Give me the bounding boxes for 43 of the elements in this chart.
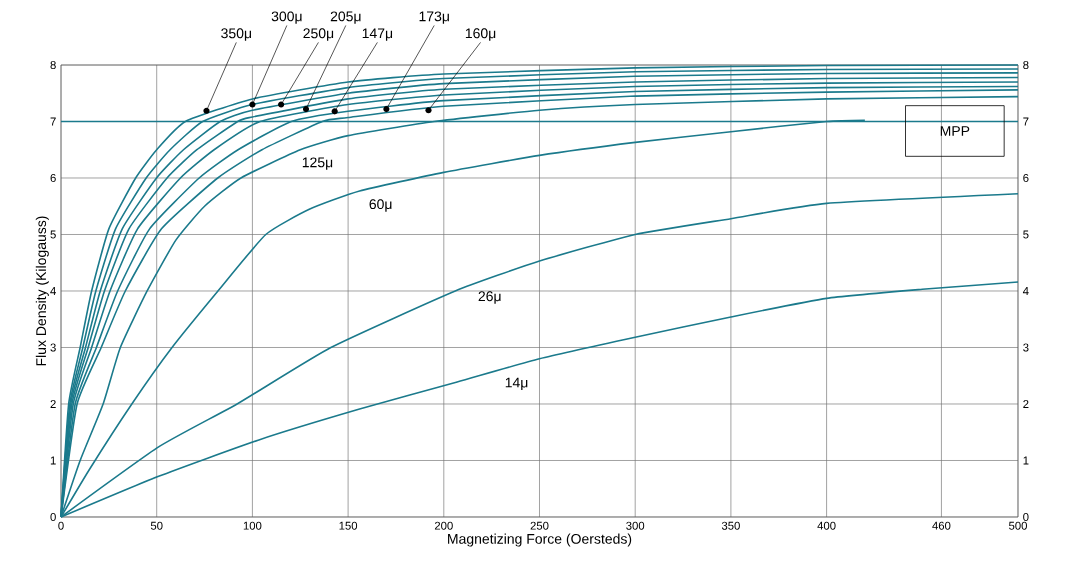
annotation: 160μ bbox=[465, 28, 496, 41]
x-tick-label: 400 bbox=[817, 521, 836, 530]
annotation: 14μ bbox=[505, 377, 528, 391]
y2-tick-label: 6 bbox=[1023, 174, 1029, 183]
y-tick-label: 3 bbox=[50, 343, 56, 352]
x-tick-label: 350 bbox=[721, 521, 740, 530]
x-tick-label: 500 bbox=[1008, 521, 1027, 530]
annotation: 125μ bbox=[302, 157, 333, 170]
annotation: 147μ bbox=[362, 28, 393, 41]
x-tick-label: 200 bbox=[434, 521, 453, 530]
y-tick-label: 8 bbox=[50, 61, 56, 70]
y2-tick-label: 2 bbox=[1023, 400, 1029, 408]
y2-tick-label: 1 bbox=[1023, 456, 1029, 465]
y2-tick-label: 4 bbox=[1022, 287, 1029, 295]
y2-tick-label: 0 bbox=[1023, 512, 1029, 521]
y-tick-label: 0 bbox=[50, 512, 56, 521]
y-tick-label: 5 bbox=[50, 230, 56, 239]
annotation: 60μ bbox=[369, 199, 392, 212]
x-tick-label: 50 bbox=[150, 521, 163, 530]
x-tick-label: 100 bbox=[243, 521, 262, 530]
y-tick-label: 6 bbox=[50, 174, 56, 183]
y-tick-label: 2 bbox=[50, 400, 56, 408]
x-tick-label: 300 bbox=[626, 521, 645, 530]
y-tick-label: 1 bbox=[50, 456, 56, 465]
annotation: MPP bbox=[940, 126, 970, 136]
y-axis-title: Flux Density (Kilogauss) bbox=[35, 216, 49, 366]
annotation: 350μ bbox=[221, 28, 251, 41]
x-tick-label: 250 bbox=[530, 521, 549, 530]
y2-tick-label: 8 bbox=[1023, 61, 1029, 70]
x-axis-title: Magnetizing Force (Oersteds) bbox=[448, 533, 632, 547]
y-tick-label: 7 bbox=[50, 117, 56, 126]
y2-tick-label: 5 bbox=[1023, 230, 1029, 239]
y-tick-label: 4 bbox=[50, 287, 56, 295]
annotation: 26μ bbox=[478, 291, 501, 304]
y2-tick-label: 3 bbox=[1023, 343, 1029, 352]
annotation: 205μ bbox=[330, 11, 361, 24]
annotation: 173μ bbox=[419, 11, 449, 24]
x-tick-label: 460 bbox=[932, 521, 951, 530]
annotation: 300μ bbox=[271, 11, 302, 24]
y2-tick-label: 7 bbox=[1023, 117, 1029, 126]
x-tick-label: 150 bbox=[339, 521, 358, 530]
annotation: 250μ bbox=[303, 28, 334, 41]
x-tick-label: 0 bbox=[58, 521, 64, 530]
